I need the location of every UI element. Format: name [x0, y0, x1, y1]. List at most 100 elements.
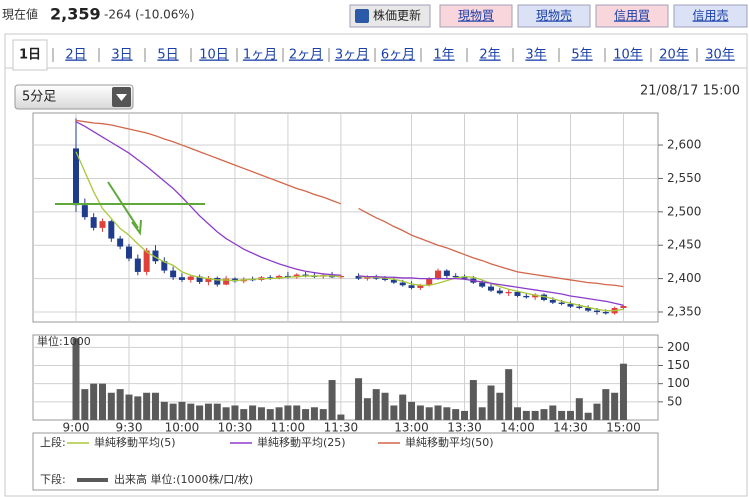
candle-body	[382, 278, 389, 280]
tab[interactable]: 5年	[571, 48, 592, 63]
button-label[interactable]: 信用買	[614, 9, 650, 23]
tab[interactable]: 3ヶ月	[335, 48, 369, 63]
candle-body	[408, 285, 415, 288]
tab[interactable]: 2日	[65, 48, 86, 63]
price: 2,359	[50, 5, 101, 24]
candle-body	[161, 261, 168, 271]
candle-body	[196, 276, 203, 282]
interval[interactable]: 5分足	[22, 90, 56, 105]
unit-label: 単位:1000	[37, 334, 91, 348]
candle-body	[523, 295, 530, 298]
tab[interactable]: 1ヶ月	[243, 48, 277, 63]
button-label[interactable]: 現物買	[458, 9, 494, 23]
candle-body	[417, 285, 424, 288]
candle-body	[620, 305, 627, 308]
volume-bar	[266, 409, 274, 420]
button[interactable]	[349, 4, 431, 28]
volume-bar	[337, 414, 345, 420]
volume-bar	[328, 380, 336, 420]
candle-body	[125, 246, 132, 259]
candle-body	[602, 311, 609, 314]
volume-bar	[196, 405, 204, 420]
candle-body	[117, 238, 124, 247]
candle-body	[461, 277, 468, 279]
tab[interactable]: 30年	[705, 48, 735, 63]
volume-bar	[487, 385, 495, 420]
volume-bar	[584, 412, 592, 420]
volume-bar	[619, 363, 627, 420]
legend-lower: 下段:	[40, 472, 66, 486]
volume-bar	[302, 409, 310, 420]
volume-bar	[90, 383, 98, 420]
button-label[interactable]: 現物売	[536, 8, 572, 23]
tab[interactable]: 5日	[157, 48, 178, 63]
button[interactable]	[673, 4, 748, 28]
button-label[interactable]: 株価更新	[373, 8, 421, 23]
tab[interactable]: 1年	[433, 48, 454, 63]
button[interactable]	[517, 4, 591, 28]
timestamp: 21/08/17 15:00	[640, 84, 740, 99]
volume-bar	[204, 403, 212, 420]
volume-bar	[116, 389, 124, 420]
candle-body	[399, 282, 406, 286]
volume-bar	[549, 405, 557, 420]
volume-bar	[566, 410, 574, 420]
volume-bar	[531, 410, 539, 420]
candle-body	[143, 250, 150, 272]
drawn-arrow-head	[131, 219, 142, 236]
moving-average	[75, 121, 624, 306]
volume-bar	[452, 409, 460, 420]
candle-body	[576, 306, 583, 308]
volume-bar	[558, 410, 566, 420]
volume-bar	[602, 389, 610, 420]
refresh-icon[interactable]	[355, 9, 369, 23]
legend-box	[32, 432, 659, 491]
volume-bar	[275, 407, 283, 420]
candle-body	[284, 275, 291, 278]
tab[interactable]: 20年	[659, 48, 689, 63]
candle-body	[187, 276, 194, 280]
tab[interactable]: 10年	[613, 48, 643, 63]
candle-body	[488, 286, 495, 291]
tab[interactable]: 2年	[479, 48, 500, 63]
candle-body	[435, 270, 442, 279]
candle-body	[514, 291, 521, 296]
volume-bar	[249, 405, 257, 420]
button-label[interactable]: 信用売	[692, 8, 728, 23]
select-box[interactable]	[14, 84, 134, 110]
candle-body	[205, 277, 212, 282]
volume-bar	[143, 392, 151, 420]
volume-bar	[381, 392, 389, 420]
candle-body	[231, 278, 238, 282]
volume-bar	[505, 369, 513, 420]
candle-body	[558, 302, 565, 304]
button[interactable]	[595, 4, 669, 28]
y-tick-label: 2,600	[667, 138, 701, 152]
candle-body	[223, 278, 230, 285]
tab[interactable]: 1日	[19, 48, 41, 63]
x-tick-label: 14:00	[500, 421, 535, 435]
candle-body	[293, 274, 300, 278]
x-tick-label: 15:00	[606, 421, 641, 435]
volume-bar	[81, 389, 89, 420]
volume-bar	[169, 403, 177, 420]
candle-body	[267, 277, 274, 279]
volume-bar	[355, 378, 363, 420]
volume-bar	[540, 409, 548, 420]
tab[interactable]: 10日	[199, 48, 229, 63]
button[interactable]	[439, 4, 513, 28]
price-change: -264 (-10.06%)	[104, 8, 195, 22]
volume-bar	[72, 338, 80, 420]
volume-bar	[443, 407, 451, 420]
candle-body	[81, 205, 88, 218]
panel	[4, 33, 748, 497]
y-tick-label: 200	[667, 340, 690, 354]
candle-body	[549, 299, 556, 303]
tab[interactable]: 3年	[525, 48, 546, 63]
tab[interactable]: 6ヶ月	[381, 48, 415, 63]
tab[interactable]: 3日	[111, 48, 132, 63]
interval-select[interactable]: 5分足	[14, 84, 134, 110]
volume-bar	[593, 403, 601, 420]
tab[interactable]: 2ヶ月	[289, 48, 323, 63]
volume-bar	[151, 392, 159, 420]
